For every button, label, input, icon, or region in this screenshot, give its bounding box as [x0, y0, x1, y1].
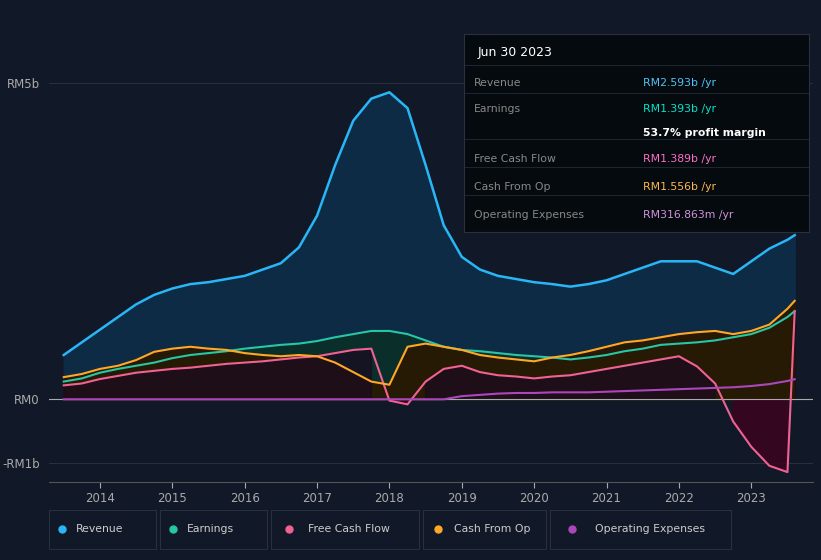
Text: Cash From Op: Cash From Op	[454, 524, 530, 534]
Text: Jun 30 2023: Jun 30 2023	[478, 45, 553, 59]
Text: RM2.593b /yr: RM2.593b /yr	[643, 78, 716, 88]
Text: RM1.389b /yr: RM1.389b /yr	[643, 154, 716, 164]
Text: Operating Expenses: Operating Expenses	[595, 524, 705, 534]
Text: Free Cash Flow: Free Cash Flow	[308, 524, 390, 534]
Text: Revenue: Revenue	[475, 78, 521, 88]
Text: 53.7% profit margin: 53.7% profit margin	[643, 128, 766, 138]
Text: Cash From Op: Cash From Op	[475, 181, 551, 192]
Text: Earnings: Earnings	[187, 524, 234, 534]
Text: Revenue: Revenue	[76, 524, 123, 534]
Text: RM316.863m /yr: RM316.863m /yr	[643, 209, 733, 220]
Text: Free Cash Flow: Free Cash Flow	[475, 154, 556, 164]
Text: RM1.556b /yr: RM1.556b /yr	[643, 181, 716, 192]
Text: Operating Expenses: Operating Expenses	[475, 209, 585, 220]
Text: RM1.393b /yr: RM1.393b /yr	[643, 104, 716, 114]
Text: Earnings: Earnings	[475, 104, 521, 114]
